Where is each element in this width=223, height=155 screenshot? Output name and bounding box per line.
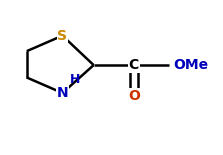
Text: OMe: OMe <box>173 58 208 72</box>
Text: S: S <box>58 29 67 43</box>
Text: O: O <box>128 89 140 103</box>
Text: H: H <box>70 73 80 86</box>
Text: C: C <box>129 58 139 72</box>
Text: N: N <box>57 86 68 100</box>
